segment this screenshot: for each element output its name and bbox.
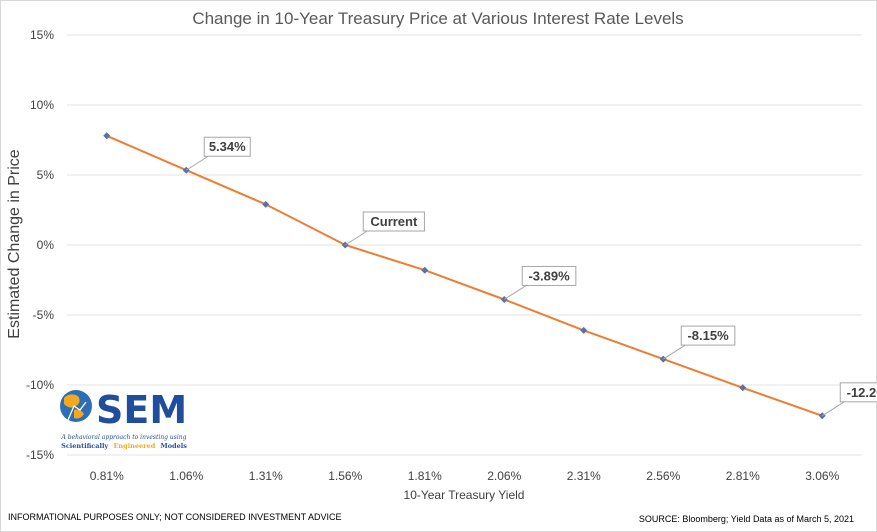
x-tick-label: 1.81%: [408, 469, 442, 483]
series-line: [106, 134, 823, 417]
callout-text: -12.20%: [847, 385, 877, 400]
callout-text: -8.15%: [687, 328, 729, 343]
callout-text: Current: [370, 214, 418, 229]
source-footnote: SOURCE: Bloomberg; Yield Data as of Marc…: [639, 514, 854, 524]
logo-word-scientifically: Scientifically: [61, 442, 108, 450]
callout-label: Current: [344, 211, 425, 246]
data-point: [421, 266, 429, 274]
logo-word-models: Models: [161, 442, 188, 450]
callout-leader: [503, 285, 527, 300]
gridlines: [67, 34, 862, 456]
y-tick-label: 10%: [30, 98, 54, 112]
x-tick-label: 2.56%: [646, 469, 680, 483]
disclaimer-footnote: INFORMATIONAL PURPOSES ONLY; NOT CONSIDE…: [8, 512, 341, 522]
callout-leader: [821, 401, 845, 417]
callout-text: -3.89%: [528, 268, 570, 283]
chart-title: Change in 10-Year Treasury Price at Vari…: [192, 9, 683, 28]
callout-box: [203, 136, 251, 157]
y-tick-label: 5%: [37, 168, 55, 182]
x-tick-label: 2.81%: [726, 469, 760, 483]
x-axis-ticks: 0.81% 1.06% 1.31% 1.56% 1.81% 2.06% 2.31% 2.56%…: [90, 469, 840, 483]
globe-icon: [60, 390, 92, 422]
y-tick-label: 0%: [37, 238, 55, 252]
y-tick-label: -5%: [33, 308, 55, 322]
callout-box: [362, 211, 425, 232]
x-tick-label: 1.56%: [328, 469, 362, 483]
callout-leader: [344, 230, 368, 246]
x-tick-label: 2.31%: [567, 469, 601, 483]
callout-box: [521, 265, 577, 286]
callout-leader: [185, 155, 209, 171]
callout-leader: [662, 344, 686, 360]
logo-subtitle: Scientifically Engineered Models: [61, 442, 187, 450]
data-point: [262, 200, 270, 208]
callout-label: -3.89%: [503, 265, 577, 300]
callout-box: [680, 325, 736, 346]
logo-tagline: A behavioral approach to investing using: [61, 434, 187, 441]
x-tick-label: 0.81%: [90, 469, 124, 483]
logo-word-engineered: Engineered: [113, 442, 155, 450]
callout-label: 5.34%: [185, 136, 251, 171]
callout-label: -8.15%: [662, 325, 736, 360]
data-point: [739, 384, 747, 392]
x-tick-label: 2.06%: [487, 469, 521, 483]
sem-logo: SEM A behavioral approach to investing u…: [60, 388, 187, 450]
callout-text: 5.34%: [209, 139, 246, 154]
callout-label: -12.20%: [821, 382, 877, 417]
y-axis-title: Estimated Change in Price: [6, 149, 23, 339]
y-tick-label: -15%: [26, 448, 54, 462]
x-tick-label: 1.06%: [169, 469, 203, 483]
logo-wordmark: SEM: [96, 388, 187, 432]
x-tick-label: 1.31%: [249, 469, 283, 483]
callouts: 5.34% Current -3.89% -8.15% -12.20%: [185, 136, 877, 417]
data-point: [580, 326, 588, 334]
y-axis-ticks: 15% 10% 5% 0% -5% -10% -15%: [26, 28, 54, 462]
y-tick-label: 15%: [30, 28, 54, 42]
y-tick-label: -10%: [26, 378, 54, 392]
data-point: [103, 132, 111, 140]
callout-box: [839, 382, 877, 403]
x-tick-label: 3.06%: [805, 469, 839, 483]
x-axis-title: 10-Year Treasury Yield: [404, 488, 525, 502]
